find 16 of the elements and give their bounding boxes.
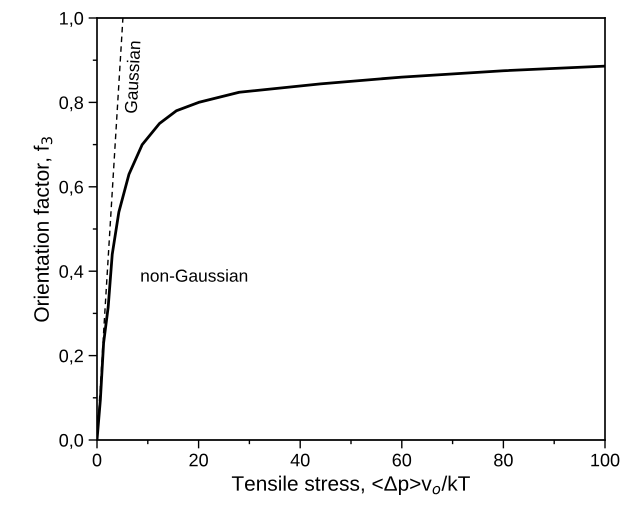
x-tick-label: 60: [392, 454, 412, 466]
x-tick-label: 20: [189, 454, 208, 466]
y-tick-label: 0,2: [59, 350, 83, 364]
x-axis-title: Tensile stress, <Δp>v$_{o}$/kT: [232, 476, 470, 495]
x-tick-label: 80: [494, 454, 513, 466]
y-tick-label: 0,4: [59, 265, 84, 280]
y-axis-title: Orientation factor, f$_{3}$: [34, 137, 52, 322]
x-tick-label: 40: [290, 454, 310, 466]
y-tick-label: 1,0: [60, 12, 84, 27]
y-tick-label: 0,8: [59, 96, 84, 112]
x-tick-label: 0: [92, 454, 102, 466]
series-label: non-Gaussian: [141, 269, 248, 282]
text: Gaussian: [124, 41, 141, 114]
x-tick-label: 100: [591, 454, 620, 466]
y-tick-label: 0,6: [59, 180, 84, 196]
y-tick-label: 0,0: [59, 434, 84, 449]
